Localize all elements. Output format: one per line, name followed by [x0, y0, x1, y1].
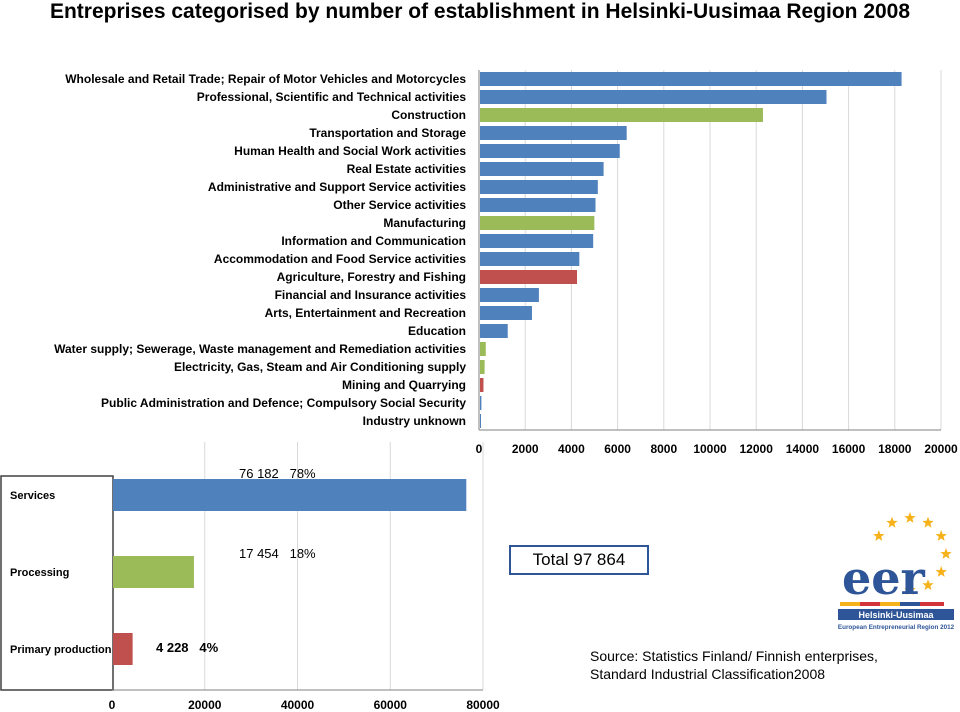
- bar: [480, 162, 604, 176]
- logo-subtitle: European Entrepreneurial Region 2012: [838, 624, 955, 631]
- x-tick-label: 60000: [374, 698, 408, 712]
- bar: [480, 108, 763, 122]
- category-label: Industry unknown: [363, 414, 466, 428]
- bar: [480, 252, 580, 266]
- sector-label-panel: [0, 475, 114, 691]
- x-tick-label: 10000: [693, 442, 727, 456]
- source-line-2: Standard Industrial Classification2008: [590, 666, 826, 682]
- category-label: Mining and Quarrying: [342, 378, 466, 392]
- star-ring-icon: [873, 512, 952, 595]
- bar: [480, 216, 595, 230]
- star-icon: [935, 530, 947, 541]
- star-icon: [904, 512, 916, 523]
- eer-logo: eer Helsinki-Uusimaa European Entreprene…: [838, 512, 955, 631]
- x-tick-label: 4000: [558, 442, 585, 456]
- x-tick-label: 0: [109, 698, 116, 712]
- star-icon: [922, 516, 934, 528]
- bar: [480, 396, 482, 410]
- sector-label: Services: [10, 490, 55, 502]
- bar: [480, 198, 596, 212]
- category-label: Financial and Insurance activities: [275, 288, 467, 302]
- x-tick-label: 20000: [924, 442, 958, 456]
- star-icon: [873, 530, 885, 541]
- bar: [480, 342, 486, 356]
- bar: [480, 414, 481, 428]
- source-line-1: Source: Statistics Finland/ Finnish ente…: [590, 648, 878, 664]
- category-label: Administrative and Support Service activ…: [208, 180, 466, 194]
- sector-label: Processing: [10, 567, 69, 579]
- category-label: Transportation and Storage: [309, 126, 466, 140]
- category-label: Electricity, Gas, Steam and Air Conditio…: [174, 360, 466, 374]
- x-tick-label: 2000: [512, 442, 539, 456]
- category-label: Accommodation and Food Service activitie…: [214, 252, 466, 266]
- bar: [480, 324, 508, 338]
- bar: [480, 360, 485, 374]
- star-icon: [922, 579, 934, 590]
- category-label: Other Service activities: [333, 198, 466, 212]
- star-icon: [886, 516, 898, 528]
- data-label: 4 228 4%: [156, 640, 219, 655]
- bar: [113, 633, 133, 665]
- category-label: Construction: [391, 108, 466, 122]
- category-label: Wholesale and Retail Trade; Repair of Mo…: [65, 72, 466, 86]
- x-tick-label: 80000: [466, 698, 500, 712]
- x-tick-label: 18000: [878, 442, 912, 456]
- data-label: 17 454 18%: [239, 546, 316, 561]
- bar: [480, 306, 532, 320]
- bar: [113, 556, 194, 588]
- category-label: Agriculture, Forestry and Fishing: [277, 270, 466, 284]
- bar: [480, 270, 578, 284]
- x-tick-label: 12000: [740, 442, 774, 456]
- bar: [480, 288, 539, 302]
- x-tick-label: 16000: [832, 442, 866, 456]
- category-label: Professional, Scientific and Technical a…: [197, 90, 467, 104]
- page-title: Entreprises categorised by number of est…: [49, 0, 911, 23]
- logo-region: Helsinki-Uusimaa: [858, 610, 934, 620]
- bar: [480, 234, 594, 248]
- star-icon: [935, 566, 947, 577]
- category-label: Arts, Entertainment and Recreation: [265, 306, 466, 320]
- data-label: 76 182 78%: [239, 466, 316, 481]
- category-label: Public Administration and Defence; Compu…: [101, 396, 466, 410]
- category-label: Education: [408, 324, 466, 338]
- category-label: Manufacturing: [383, 216, 466, 230]
- source-note: Source: Statistics Finland/ Finnish ente…: [590, 647, 950, 683]
- bar: [480, 90, 827, 104]
- x-tick-label: 6000: [604, 442, 631, 456]
- bar: [480, 144, 620, 158]
- sector-label: Primary production: [10, 644, 112, 656]
- bar: [480, 180, 598, 194]
- x-tick-label: 0: [476, 442, 483, 456]
- category-label: Human Health and Social Work activities: [234, 144, 466, 158]
- bar: [480, 72, 902, 86]
- category-label: Water supply; Sewerage, Waste management…: [54, 342, 466, 356]
- x-tick-label: 14000: [786, 442, 820, 456]
- bar: [480, 126, 627, 140]
- bar: [113, 479, 467, 511]
- x-tick-label: 20000: [188, 698, 222, 712]
- star-icon: [940, 548, 952, 559]
- total-box: Total 97 864: [509, 545, 649, 575]
- category-label: Information and Communication: [281, 234, 466, 248]
- bar: [480, 378, 484, 392]
- x-tick-label: 8000: [650, 442, 677, 456]
- x-tick-label: 40000: [281, 698, 315, 712]
- star-icon: [904, 584, 916, 595]
- category-label: Real Estate activities: [347, 162, 467, 176]
- logo-letters: eer: [842, 551, 926, 605]
